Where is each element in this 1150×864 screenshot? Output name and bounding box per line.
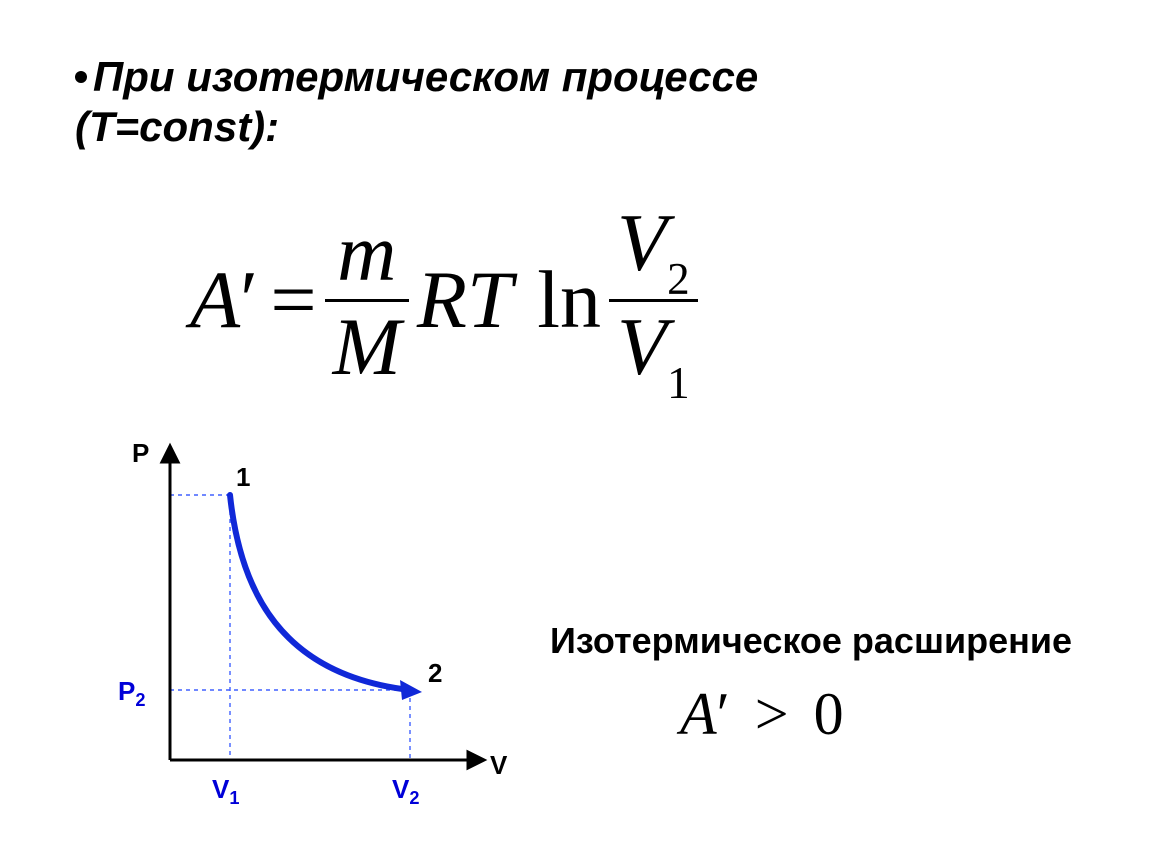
formula-frac1-den: M (325, 304, 409, 390)
formula-equals: = (270, 253, 316, 347)
v1-label: V1 (212, 774, 239, 809)
formula-frac-mM: m M (325, 210, 409, 389)
formula-lhs-var: A (190, 253, 240, 347)
formula-ln: ln (537, 253, 601, 347)
curve-arrowhead-icon (400, 680, 422, 700)
formula-R: R (417, 253, 467, 347)
x-axis-label: V (490, 750, 507, 781)
ineq-var: A (680, 681, 717, 747)
work-inequality: A′ > 0 (680, 680, 844, 749)
ineq-prime: ′ (717, 681, 730, 747)
title-line2: (T=const): (75, 103, 279, 150)
axes (162, 446, 484, 768)
work-formula: A′ = m M RT ln V2 V1 (190, 190, 990, 410)
y-axis-label: P (132, 438, 149, 469)
title-line1: При изотермическом процессе (93, 53, 758, 100)
formula-lhs-prime: ′ (240, 253, 258, 347)
formula-T: T (467, 253, 513, 347)
pv-diagram: P V P2 V1 V2 1 2 (100, 440, 520, 820)
expansion-caption: Изотермическое расширение (550, 620, 1072, 662)
pv-diagram-svg (100, 440, 520, 820)
bullet-icon (75, 71, 87, 83)
ineq-rhs: 0 (814, 681, 844, 747)
formula-frac1-num: m (329, 210, 404, 296)
formula-frac2-num: V2 (609, 200, 698, 297)
point-1-label: 1 (236, 462, 250, 493)
formula-frac2-den: V1 (609, 304, 698, 401)
v2-label: V2 (392, 774, 419, 809)
p2-label: P2 (118, 676, 145, 711)
ineq-op: > (755, 681, 789, 747)
slide-title: При изотермическом процессе (T=const): (75, 52, 758, 153)
guide-lines (170, 495, 410, 760)
isotherm-curve (230, 495, 410, 690)
formula-frac-V2V1: V2 V1 (609, 200, 698, 400)
point-2-label: 2 (428, 658, 442, 689)
